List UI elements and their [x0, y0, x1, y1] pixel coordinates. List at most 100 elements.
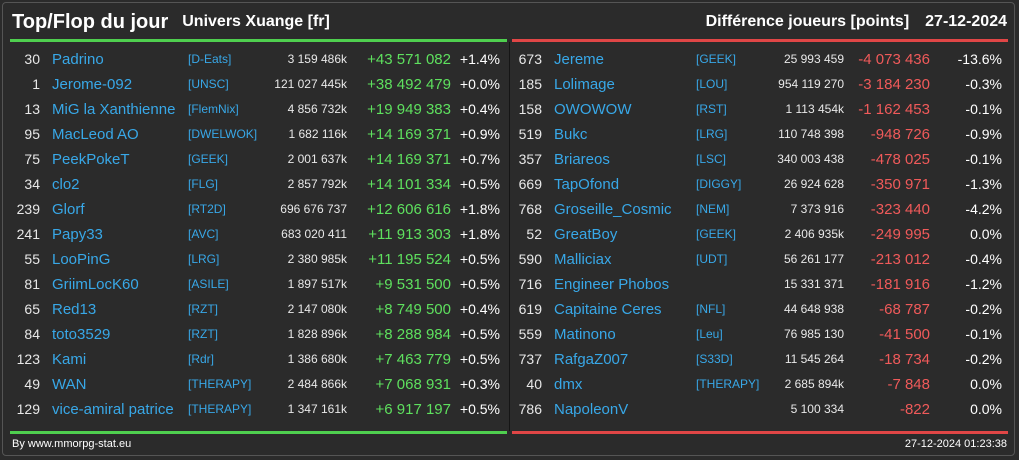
- player-name-link[interactable]: Malliciax: [554, 251, 612, 268]
- flop-player-row: 52 GreatBoy [GEEK] 2 406 935k -249 995 0.0%: [512, 222, 1008, 247]
- alliance-tag[interactable]: [Rdr]: [188, 352, 215, 366]
- player-name-link[interactable]: MacLeod AO: [52, 126, 139, 143]
- flop-players-table: 673 Jereme [GEEK] 25 993 459 -4 073 436 -13.6…: [512, 47, 1008, 422]
- player-name-link[interactable]: Engineer Phobos: [554, 276, 670, 293]
- score-cell: 1 828 896k: [287, 327, 347, 341]
- score-cell: 44 648 938: [783, 302, 844, 316]
- player-name-link[interactable]: toto3529: [52, 326, 111, 343]
- alliance-tag[interactable]: [D-Eats]: [188, 52, 232, 66]
- alliance-tag[interactable]: [AVC]: [188, 227, 219, 241]
- player-name-link[interactable]: WAN: [52, 376, 87, 393]
- rank-cell: 716: [518, 276, 542, 292]
- alliance-tag[interactable]: [Leu]: [696, 327, 723, 341]
- player-name-link[interactable]: RafgaZ007: [554, 351, 629, 368]
- percent-change-cell: -4.2%: [965, 201, 1002, 217]
- alliance-tag[interactable]: [NFL]: [696, 302, 726, 316]
- alliance-tag[interactable]: [GEEK]: [696, 52, 737, 66]
- player-name-link[interactable]: Lolimage: [554, 76, 615, 93]
- top-player-row: 30 Padrino [D-Eats] 3 159 486k +43 571 082 +1…: [10, 47, 507, 72]
- points-diff-cell: -41 500: [879, 326, 930, 343]
- rank-cell: 590: [518, 251, 542, 267]
- player-name-link[interactable]: Capitaine Ceres: [554, 301, 662, 318]
- percent-change-cell: -0.2%: [965, 301, 1002, 317]
- player-name-link[interactable]: PeekPokeT: [52, 151, 130, 168]
- rank-cell: 357: [518, 151, 542, 167]
- flop-player-row: 716 Engineer Phobos 15 331 371 -181 916 -1.2…: [512, 272, 1008, 297]
- alliance-tag[interactable]: [DIGGY]: [696, 177, 742, 191]
- alliance-tag[interactable]: [NEM]: [696, 202, 730, 216]
- flop-player-row: 357 Briareos [LSC] 340 003 438 -478 025 -0.1%: [512, 147, 1008, 172]
- player-name-link[interactable]: Papy33: [52, 226, 103, 243]
- points-diff-cell: -68 787: [879, 301, 930, 318]
- top-player-row: 49 WAN [THERAPY] 2 484 866k +7 068 931 +0.3%: [10, 372, 507, 397]
- alliance-tag[interactable]: [THERAPY]: [696, 377, 760, 391]
- alliance-tag[interactable]: [LRG]: [696, 127, 728, 141]
- percent-change-cell: +0.9%: [459, 126, 500, 142]
- player-name-link[interactable]: TapOfond: [554, 176, 620, 193]
- player-name-link[interactable]: NapoleonV: [554, 401, 629, 418]
- player-name-link[interactable]: Jerome-092: [52, 76, 133, 93]
- points-diff-cell: -18 734: [879, 351, 930, 368]
- alliance-tag[interactable]: [S33D]: [696, 352, 733, 366]
- points-diff-cell: +14 101 334: [367, 176, 451, 193]
- rank-cell: 40: [526, 376, 542, 392]
- player-name-link[interactable]: Groseille_Cosmic: [554, 201, 672, 218]
- alliance-tag[interactable]: [RT2D]: [188, 202, 226, 216]
- score-cell: 2 857 792k: [287, 177, 347, 191]
- flop-player-row: 40 dmx [THERAPY] 2 685 894k -7 848 0.0%: [512, 372, 1008, 397]
- points-diff-cell: -323 440: [870, 201, 930, 218]
- alliance-tag[interactable]: [DWELWOK]: [188, 127, 258, 141]
- points-diff-cell: -1 162 453: [858, 101, 930, 118]
- score-cell: 2 685 894k: [784, 377, 844, 391]
- player-name-link[interactable]: Briareos: [554, 151, 610, 168]
- rank-cell: 559: [518, 326, 542, 342]
- alliance-tag[interactable]: [UDT]: [696, 252, 728, 266]
- player-name-link[interactable]: vice-amiral patrice: [52, 401, 174, 418]
- alliance-tag[interactable]: [THERAPY]: [188, 402, 252, 416]
- player-name-link[interactable]: GreatBoy: [554, 226, 618, 243]
- alliance-tag[interactable]: [RZT]: [188, 302, 218, 316]
- rank-cell: 49: [24, 376, 40, 392]
- player-name-link[interactable]: Matinono: [554, 326, 616, 343]
- points-diff-cell: -3 184 230: [858, 76, 930, 93]
- flop-player-row: 559 Matinono [Leu] 76 985 130 -41 500 -0.1%: [512, 322, 1008, 347]
- points-diff-cell: +7 068 931: [375, 376, 452, 393]
- player-name-link[interactable]: OWOWOW: [554, 101, 632, 118]
- percent-change-cell: +0.4%: [459, 301, 500, 317]
- player-name-link[interactable]: clo2: [52, 176, 80, 193]
- alliance-tag[interactable]: [THERAPY]: [188, 377, 252, 391]
- percent-change-cell: +1.8%: [459, 201, 500, 217]
- score-cell: 76 985 130: [783, 327, 844, 341]
- player-name-link[interactable]: LooPinG: [52, 251, 111, 268]
- percent-change-cell: 0.0%: [970, 226, 1002, 242]
- rank-cell: 129: [16, 401, 40, 417]
- score-cell: 5 100 334: [790, 402, 844, 416]
- alliance-tag[interactable]: [LRG]: [188, 252, 220, 266]
- player-name-link[interactable]: Kami: [52, 351, 87, 368]
- points-diff-cell: -249 995: [870, 226, 930, 243]
- player-name-link[interactable]: Padrino: [52, 51, 104, 68]
- alliance-tag[interactable]: [FLG]: [188, 177, 219, 191]
- flop-player-row: 185 Lolimage [LOU] 954 119 270 -3 184 230 -0.…: [512, 72, 1008, 97]
- alliance-tag[interactable]: [GEEK]: [188, 152, 229, 166]
- player-name-link[interactable]: Jereme: [554, 51, 605, 68]
- alliance-tag[interactable]: [UNSC]: [188, 77, 229, 91]
- alliance-tag[interactable]: [LSC]: [696, 152, 727, 166]
- points-diff-cell: +11 913 303: [368, 226, 451, 243]
- flop-bottom-line: [512, 431, 1008, 434]
- player-name-link[interactable]: MiG la Xanthienne: [52, 101, 176, 118]
- alliance-tag[interactable]: [RST]: [696, 102, 727, 116]
- player-name-link[interactable]: GriimLocK60: [52, 276, 139, 293]
- alliance-tag[interactable]: [LOU]: [696, 77, 728, 91]
- player-name-link[interactable]: Red13: [52, 301, 97, 318]
- flop-accent-line: [512, 39, 1008, 42]
- alliance-tag[interactable]: [RZT]: [188, 327, 218, 341]
- alliance-tag[interactable]: [GEEK]: [696, 227, 737, 241]
- player-name-link[interactable]: Bukc: [554, 126, 588, 143]
- alliance-tag[interactable]: [ASILE]: [188, 277, 229, 291]
- player-name-link[interactable]: dmx: [554, 376, 583, 393]
- points-diff-cell: +12 606 616: [367, 201, 451, 218]
- player-name-link[interactable]: Glorf: [52, 201, 85, 218]
- alliance-tag[interactable]: [FlemNix]: [188, 102, 239, 116]
